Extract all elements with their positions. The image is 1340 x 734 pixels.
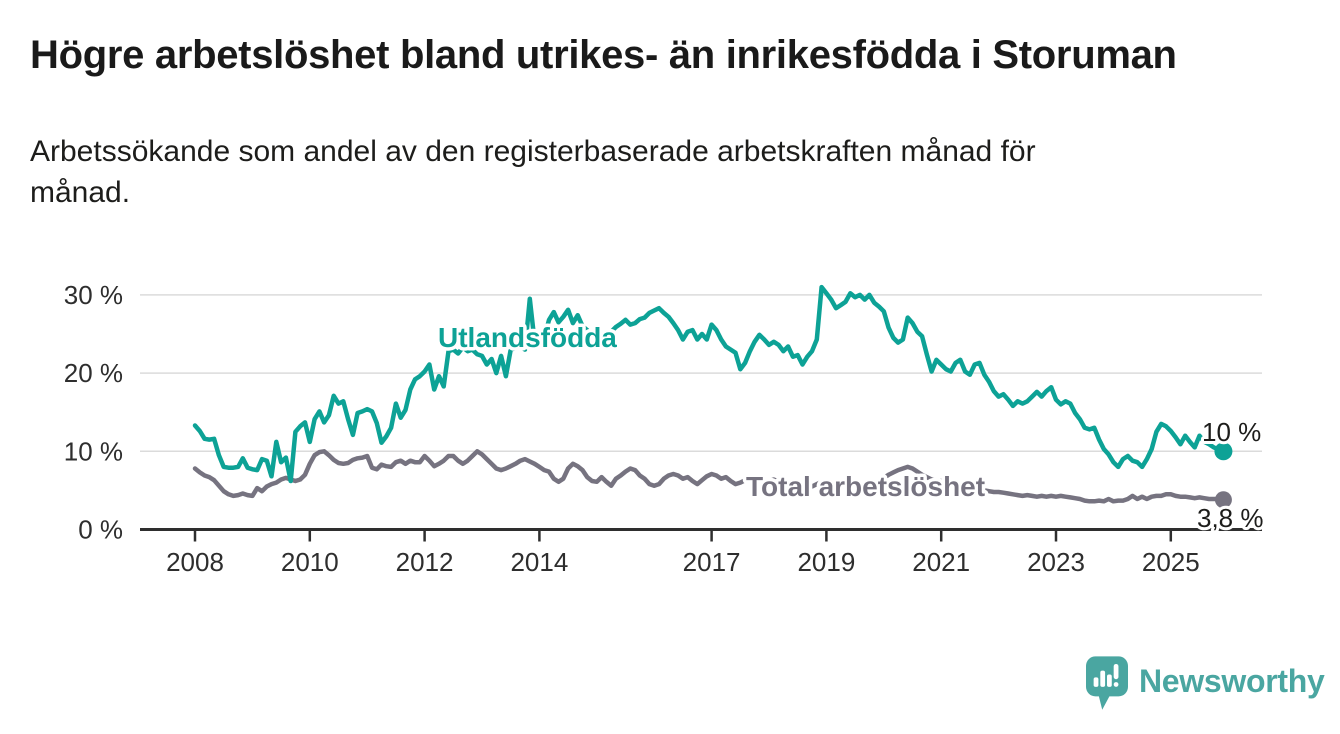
x-axis-tick-label: 2012 — [396, 547, 454, 577]
x-axis-tick-label: 2021 — [912, 547, 970, 577]
page-title: Högre arbetslöshet bland utrikes- än inr… — [30, 33, 1177, 77]
newsworthy-logo-icon — [1086, 656, 1128, 710]
series-end-value-label: 10 % — [1202, 417, 1261, 447]
x-axis-tick-label: 2014 — [510, 547, 568, 577]
x-axis-tick-label: 2025 — [1142, 547, 1200, 577]
y-axis-tick-label: 30 % — [64, 280, 123, 310]
chart-subtitle-line1: Arbetssökande som andel av den registerb… — [30, 135, 1036, 168]
x-axis-tick-label: 2010 — [281, 547, 339, 577]
y-axis-tick-label: 0 % — [78, 515, 123, 545]
series-line — [192, 284, 1226, 484]
x-axis-tick-label: 2023 — [1027, 547, 1085, 577]
newsworthy-brand-text: Newsworthy — [1139, 663, 1325, 699]
series-label: Total arbetslöshet — [746, 471, 985, 502]
newsworthy-logo: Newsworthy — [1086, 656, 1325, 712]
x-axis-tick-label: 2008 — [166, 547, 224, 577]
y-axis-tick-label: 20 % — [64, 358, 123, 388]
x-axis-tick-label: 2017 — [683, 547, 741, 577]
chart-subtitle: Arbetssökande som andel av den registerb… — [30, 131, 1036, 213]
series-label: Utlandsfödda — [438, 322, 617, 353]
series-end-dot — [1214, 491, 1232, 509]
x-axis-tick-label: 2019 — [797, 547, 855, 577]
series-end-dot — [1214, 442, 1233, 461]
y-axis-tick-label: 10 % — [64, 436, 123, 466]
chart-subtitle-line2: månad. — [30, 176, 131, 209]
series-line — [192, 449, 1226, 504]
series-end-value-label: 3,8 % — [1197, 503, 1264, 533]
